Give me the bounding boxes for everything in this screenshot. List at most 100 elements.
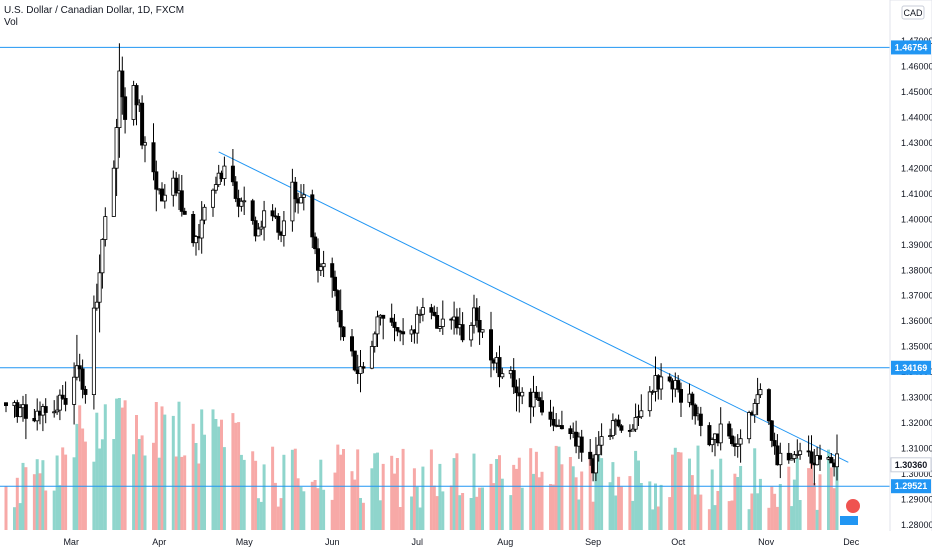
candle-body (120, 70, 125, 98)
candle-body (718, 423, 723, 444)
candle-body (707, 425, 712, 446)
candle-body (596, 444, 601, 456)
volume-bar (44, 490, 48, 530)
volume-bar (174, 456, 178, 530)
candle-body (778, 452, 783, 466)
volume-bar (92, 461, 96, 530)
volume-bar (827, 449, 830, 530)
volume-bar (75, 423, 79, 530)
price-badge (891, 360, 931, 375)
volume-bar (231, 413, 235, 530)
candle-body (698, 413, 703, 426)
volume-bar (668, 497, 672, 530)
candle-body (500, 373, 505, 378)
candle-body (369, 346, 374, 369)
candle-body (548, 411, 553, 420)
volume-bar (540, 471, 544, 530)
volume-bar (829, 467, 833, 530)
candle-body (520, 391, 525, 397)
price-badge (891, 40, 931, 55)
volume-bar (520, 487, 524, 530)
volume-bar (648, 481, 652, 530)
volume-bar (727, 501, 731, 530)
volume-bar (353, 479, 357, 530)
volume-bar (554, 445, 558, 530)
volume-bar (81, 428, 85, 530)
volume-bar (637, 460, 640, 530)
volume-bar (18, 503, 22, 530)
candle-body (338, 310, 343, 328)
volume-bar (739, 466, 743, 530)
candle-body (154, 171, 159, 190)
volume-bar (242, 459, 246, 530)
candle-body (222, 165, 227, 180)
volume-bar (492, 483, 496, 530)
volume-bar (273, 482, 277, 530)
price-badge-label: 1.29521 (895, 481, 928, 491)
volume-label: Vol (4, 17, 18, 28)
y-tick-label: 1.37000 (901, 291, 932, 301)
volume-bar (302, 491, 306, 530)
volume-bar (449, 485, 453, 530)
volume-bar (276, 506, 280, 530)
volume-bar (222, 447, 226, 530)
volume-bar (815, 509, 819, 530)
candle-body (97, 272, 102, 303)
line-layer (0, 46, 890, 487)
candle-body (253, 220, 258, 237)
trendline (218, 151, 849, 463)
candle-body (531, 391, 536, 408)
x-tick-label: Aug (497, 537, 513, 547)
candle-body (599, 436, 604, 446)
volume-bar (282, 454, 286, 530)
candle-body (415, 313, 420, 334)
volume-bar (690, 475, 694, 530)
candle-body (262, 210, 267, 228)
candle-body (349, 336, 354, 352)
candle-body (789, 458, 794, 461)
candle-body (454, 316, 459, 329)
candle-body (579, 436, 584, 453)
volume-bar (756, 493, 760, 530)
y-tick-label: 1.29000 (901, 494, 932, 504)
candle-body (103, 216, 108, 240)
y-tick-label: 1.33000 (901, 393, 932, 403)
candle-body (310, 194, 315, 238)
volume-bar (55, 455, 59, 530)
candle-body (123, 96, 128, 120)
y-tick-label: 1.44000 (901, 113, 932, 123)
candle-body (330, 263, 335, 278)
y-tick-label: 1.46000 (901, 62, 932, 72)
candle-body (193, 236, 198, 244)
volume-bar (509, 495, 513, 530)
volume-bar (693, 494, 697, 530)
volume-bar (591, 501, 595, 530)
volume-bar (790, 506, 794, 530)
candle-body (469, 324, 474, 341)
x-tick-label: Mar (63, 537, 79, 547)
candle-body (690, 393, 695, 406)
volume-bar (747, 509, 751, 530)
candle-body (727, 423, 732, 437)
y-tick-label: 1.43000 (901, 138, 932, 148)
volume-bar (211, 409, 215, 530)
volume-bar (418, 507, 422, 530)
y-tick-label: 1.36000 (901, 316, 932, 326)
volume-bar (339, 454, 343, 530)
volume-bar (594, 456, 598, 530)
candle-body (83, 388, 88, 395)
x-tick-label: Jul (411, 537, 423, 547)
volume-bar (835, 460, 839, 530)
volume-bar (191, 423, 195, 530)
volume-bar (13, 507, 16, 530)
candle-body (233, 181, 238, 199)
candle-body (667, 376, 672, 382)
volume-bar (673, 447, 677, 530)
candle-body (795, 454, 800, 456)
candle-body (321, 263, 326, 268)
volume-bar (438, 463, 442, 530)
volume-bar (412, 468, 416, 530)
volume-bar (515, 468, 518, 530)
volume-bar (753, 448, 757, 530)
